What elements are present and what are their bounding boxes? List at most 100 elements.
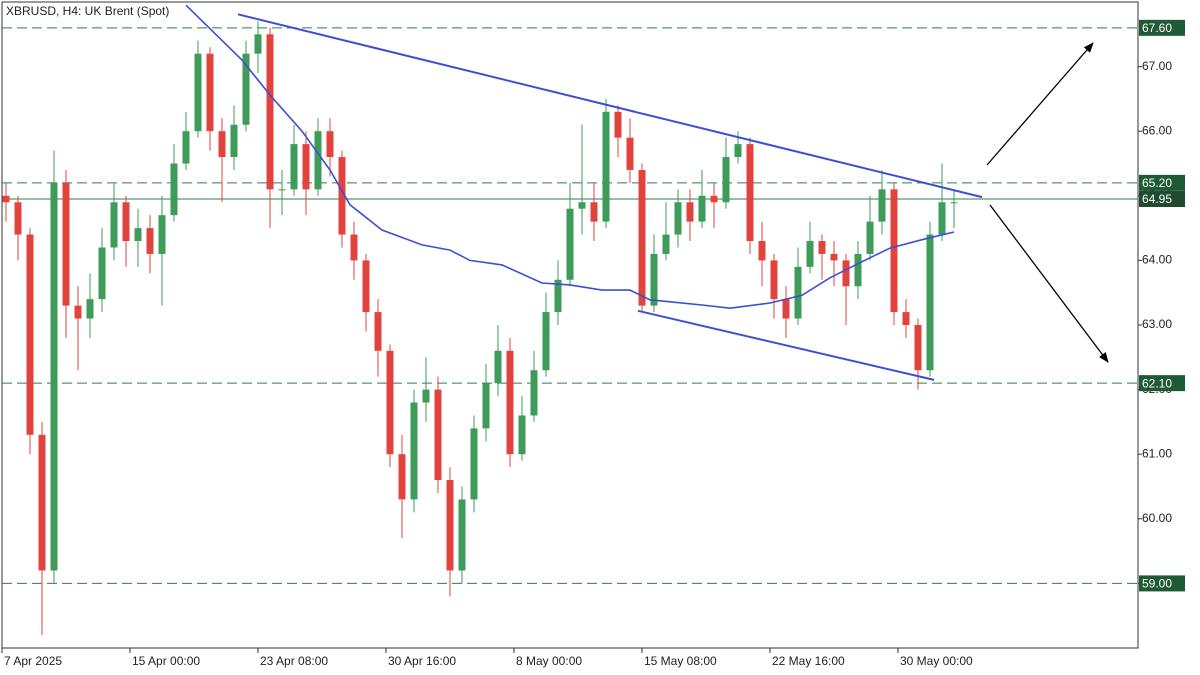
candle-body bbox=[950, 202, 958, 204]
candle-body bbox=[266, 34, 274, 190]
candle-body bbox=[170, 163, 178, 216]
y-tick-label: 67.00 bbox=[1142, 59, 1172, 73]
x-tick-label: 30 Apr 16:00 bbox=[388, 654, 456, 668]
candle-body bbox=[398, 454, 406, 500]
candle-body bbox=[410, 402, 418, 500]
x-tick-label: 8 May 00:00 bbox=[516, 654, 582, 668]
candle-body bbox=[374, 312, 382, 351]
candle-body bbox=[290, 144, 298, 190]
candle-body bbox=[470, 428, 478, 500]
y-tick-label: 66.00 bbox=[1142, 123, 1172, 137]
level-label: 67.60 bbox=[1142, 21, 1172, 35]
candle-body bbox=[926, 234, 934, 371]
y-tick-label: 64.00 bbox=[1142, 253, 1172, 267]
candle-body bbox=[590, 202, 598, 222]
x-tick-label: 22 May 16:00 bbox=[772, 654, 845, 668]
candle-body bbox=[458, 499, 466, 571]
level-label-box bbox=[1139, 174, 1185, 191]
candle-body bbox=[242, 53, 250, 125]
y-tick-label: 60.00 bbox=[1142, 511, 1172, 525]
last-price-label: 64.95 bbox=[1142, 192, 1172, 206]
candle-body bbox=[650, 253, 658, 306]
candle-body bbox=[218, 131, 226, 158]
candle-body bbox=[26, 234, 34, 435]
candle-body bbox=[146, 228, 154, 254]
candle-body bbox=[878, 189, 886, 222]
candle-body bbox=[698, 195, 706, 222]
level-label-box bbox=[1139, 19, 1185, 36]
moving-average bbox=[185, 4, 955, 310]
candle-body bbox=[326, 131, 334, 158]
candle-body bbox=[518, 415, 526, 455]
trendline bbox=[237, 13, 983, 199]
candle-body bbox=[134, 228, 142, 242]
candle-body bbox=[746, 144, 754, 242]
candle-body bbox=[98, 247, 106, 300]
candle-body bbox=[314, 131, 322, 190]
candle-body bbox=[446, 480, 454, 571]
candle-body bbox=[614, 111, 622, 138]
y-tick-label: 63.00 bbox=[1142, 317, 1172, 331]
candle-body bbox=[206, 53, 214, 132]
plot-frame bbox=[1, 1, 1139, 649]
candle-body bbox=[626, 137, 634, 170]
candle-body bbox=[338, 157, 346, 235]
candle-body bbox=[770, 260, 778, 300]
candle-body bbox=[506, 350, 514, 455]
x-tick-label: 15 May 08:00 bbox=[644, 654, 717, 668]
chart-title: XBRUSD, H4: UK Brent (Spot) bbox=[6, 4, 169, 18]
candle-body bbox=[638, 169, 646, 306]
candle-body bbox=[938, 202, 946, 235]
candle-body bbox=[554, 279, 562, 313]
candle-body bbox=[50, 182, 58, 571]
candle-body bbox=[818, 241, 826, 254]
candle-body bbox=[710, 195, 718, 203]
candle-body bbox=[2, 195, 10, 203]
level-label: 62.10 bbox=[1142, 376, 1172, 390]
candle-body bbox=[194, 53, 202, 132]
candle-body bbox=[602, 111, 610, 222]
candle-body bbox=[914, 325, 922, 371]
plot-layer bbox=[2, 4, 1138, 636]
candle-body bbox=[830, 253, 838, 261]
candle-body bbox=[74, 305, 82, 319]
candle-body bbox=[530, 370, 538, 416]
candle-body bbox=[782, 299, 790, 319]
candle-body bbox=[38, 434, 46, 571]
up-arrow bbox=[986, 42, 1094, 166]
level-label: 65.20 bbox=[1142, 176, 1172, 190]
x-tick-label: 15 Apr 00:00 bbox=[132, 654, 200, 668]
candle-body bbox=[386, 350, 394, 455]
candle-body bbox=[794, 266, 802, 319]
candle-body bbox=[278, 189, 286, 191]
candle-body bbox=[902, 312, 910, 325]
candle-body bbox=[494, 350, 502, 384]
x-tick-label: 30 May 00:00 bbox=[900, 654, 973, 668]
x-tick-label: 7 Apr 2025 bbox=[4, 654, 62, 668]
candle-body bbox=[842, 260, 850, 287]
candle-body bbox=[62, 182, 70, 306]
candle-body bbox=[566, 208, 574, 280]
y-tick-label: 61.00 bbox=[1142, 446, 1172, 460]
candle-body bbox=[254, 34, 262, 54]
down-arrow bbox=[989, 204, 1109, 363]
candle-body bbox=[158, 215, 166, 254]
candle-body bbox=[686, 202, 694, 222]
candle-body bbox=[86, 299, 94, 319]
candle-body bbox=[362, 260, 370, 313]
candle-body bbox=[422, 389, 430, 403]
candle-body bbox=[722, 157, 730, 203]
candle-body bbox=[182, 131, 190, 164]
candle-body bbox=[662, 234, 670, 254]
level-label: 59.00 bbox=[1142, 577, 1172, 591]
candle-body bbox=[14, 202, 22, 235]
last-price-box bbox=[1139, 191, 1185, 208]
candle-body bbox=[758, 241, 766, 261]
candle-body bbox=[482, 383, 490, 429]
level-label-box bbox=[1139, 375, 1185, 392]
candle-body bbox=[854, 253, 862, 287]
candle-body bbox=[806, 241, 814, 267]
trendline bbox=[637, 309, 935, 381]
candle-body bbox=[350, 234, 358, 261]
